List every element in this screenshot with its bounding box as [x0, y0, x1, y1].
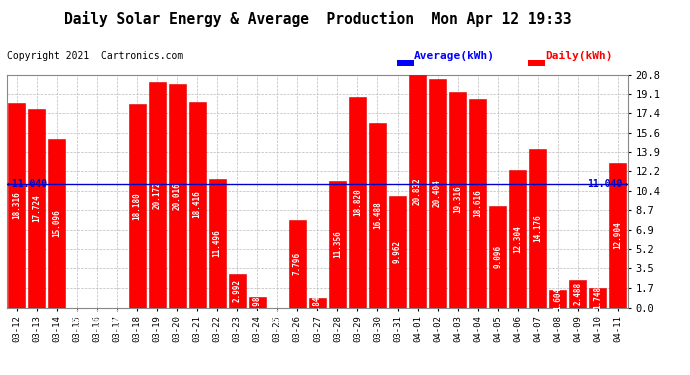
Text: Daily(kWh): Daily(kWh) [545, 51, 613, 61]
Bar [469, 99, 486, 308]
Bar [249, 297, 266, 307]
Bar [569, 280, 586, 308]
Bar [229, 274, 246, 308]
Bar [609, 163, 627, 308]
Text: 18.616: 18.616 [473, 190, 482, 217]
Text: 17.724: 17.724 [32, 195, 41, 222]
Bar [489, 206, 506, 308]
Bar [389, 196, 406, 308]
Text: 12.304: 12.304 [513, 225, 522, 253]
Bar [188, 102, 206, 308]
Text: 12.904: 12.904 [613, 222, 622, 249]
Text: 11.356: 11.356 [333, 230, 342, 258]
Text: 7.796: 7.796 [293, 252, 302, 276]
Bar [329, 181, 346, 308]
Bar [449, 92, 466, 308]
Bar [208, 179, 226, 308]
Bar [128, 104, 146, 308]
Text: 18.820: 18.820 [353, 189, 362, 216]
Text: 20.016: 20.016 [172, 182, 181, 210]
Bar [549, 290, 566, 308]
Text: 20.404: 20.404 [433, 180, 442, 207]
Text: 0.840: 0.840 [313, 291, 322, 314]
Bar [28, 110, 46, 308]
Text: 16.488: 16.488 [373, 201, 382, 229]
Text: 9.096: 9.096 [493, 245, 502, 268]
Bar [309, 298, 326, 307]
Text: 0.000: 0.000 [112, 307, 121, 330]
Text: 0.000: 0.000 [72, 307, 81, 330]
Text: 20.832: 20.832 [413, 177, 422, 205]
Text: Copyright 2021  Cartronics.com: Copyright 2021 Cartronics.com [7, 51, 183, 61]
Text: 15.096: 15.096 [52, 209, 61, 237]
Text: Daily Solar Energy & Average  Production  Mon Apr 12 19:33: Daily Solar Energy & Average Production … [63, 11, 571, 27]
Bar [589, 288, 607, 308]
Text: 0.000: 0.000 [273, 307, 282, 330]
Text: ←11.040: ←11.040 [7, 179, 48, 189]
Text: 19.316: 19.316 [453, 186, 462, 213]
Text: 14.176: 14.176 [533, 214, 542, 242]
Text: 18.180: 18.180 [132, 192, 141, 220]
Bar [289, 220, 306, 308]
Text: 18.416: 18.416 [193, 191, 201, 219]
Text: 1.604: 1.604 [553, 287, 562, 310]
Bar [429, 80, 446, 308]
Bar [409, 75, 426, 308]
Text: 0.980: 0.980 [253, 291, 262, 314]
Bar [8, 103, 26, 308]
Bar [349, 97, 366, 308]
Text: 1.748: 1.748 [593, 286, 602, 309]
Text: 20.172: 20.172 [152, 181, 161, 209]
Bar [529, 149, 546, 308]
Text: 0.000: 0.000 [92, 307, 101, 330]
Text: 9.962: 9.962 [393, 240, 402, 263]
Bar [168, 84, 186, 308]
Bar [148, 82, 166, 308]
Text: 2.488: 2.488 [573, 282, 582, 305]
Text: 11.040→: 11.040→ [586, 179, 628, 189]
Text: 18.316: 18.316 [12, 191, 21, 219]
Bar [509, 170, 526, 308]
Text: 11.496: 11.496 [213, 230, 221, 257]
Bar [48, 139, 66, 308]
Text: 2.992: 2.992 [233, 279, 241, 302]
Text: Average(kWh): Average(kWh) [414, 51, 495, 61]
Bar [369, 123, 386, 308]
